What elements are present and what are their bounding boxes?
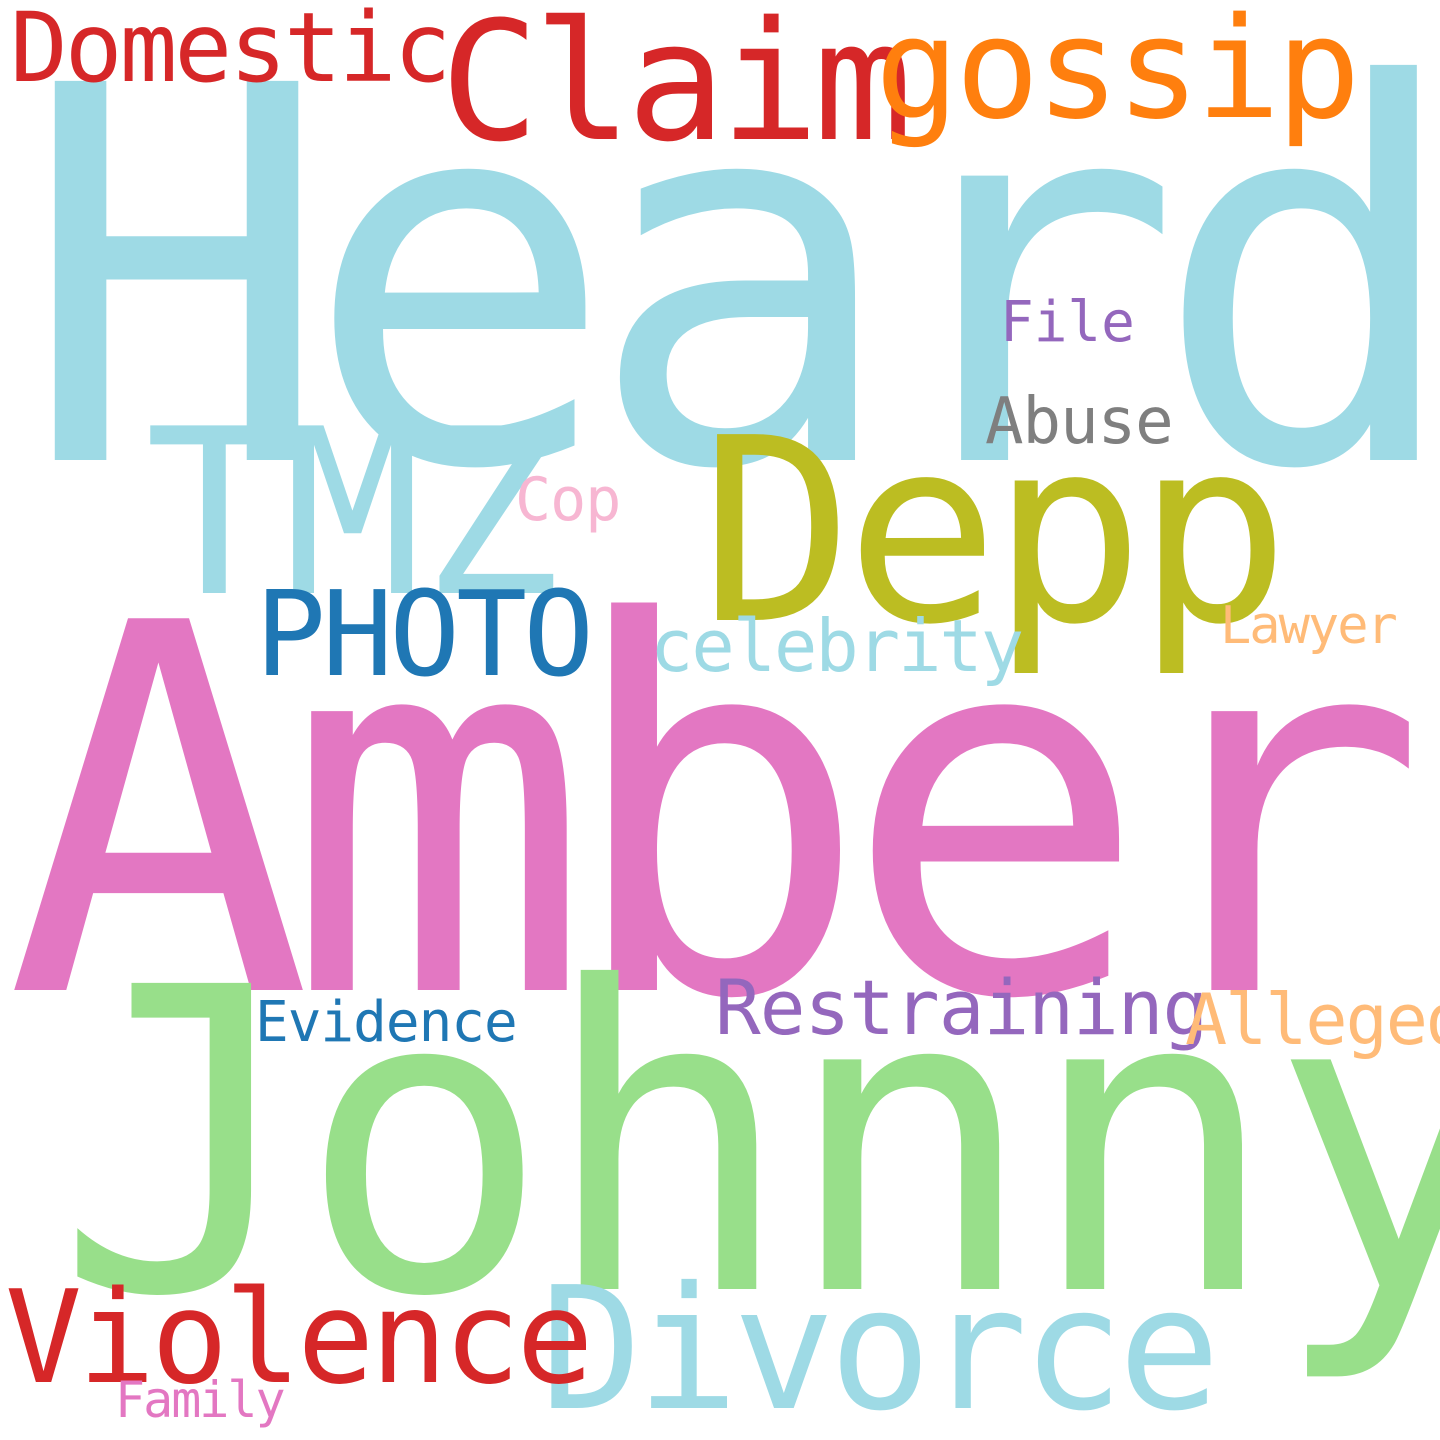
word-celebrity: celebrity	[650, 604, 1024, 688]
word-domestic: Domestic	[10, 0, 451, 104]
word-heard: Heard	[20, 0, 1440, 583]
word-cop: Cop	[515, 465, 621, 535]
word-depp: Depp	[700, 384, 1290, 681]
word-claim: Claim	[440, 0, 913, 178]
word-johnny: Johnny	[55, 900, 1440, 1389]
word-amber: Amber	[5, 518, 1428, 1111]
word-restraining: Restraining	[715, 963, 1208, 1052]
word-evidence: Evidence	[255, 990, 518, 1055]
word-file: File	[1000, 290, 1135, 355]
word-family: Family	[115, 1371, 286, 1429]
word-abuse: Abuse	[985, 385, 1174, 459]
word-photo: PHOTO	[255, 565, 594, 703]
word-violence: Violence	[5, 1264, 593, 1413]
word-gossip: gossip	[875, 0, 1361, 151]
word-lawyer: Lawyer	[1220, 596, 1398, 656]
word-tmz: TMZ	[145, 381, 561, 648]
word-divorce: Divorce	[540, 1251, 1220, 1440]
word-alleged: Alleged	[1185, 979, 1440, 1061]
